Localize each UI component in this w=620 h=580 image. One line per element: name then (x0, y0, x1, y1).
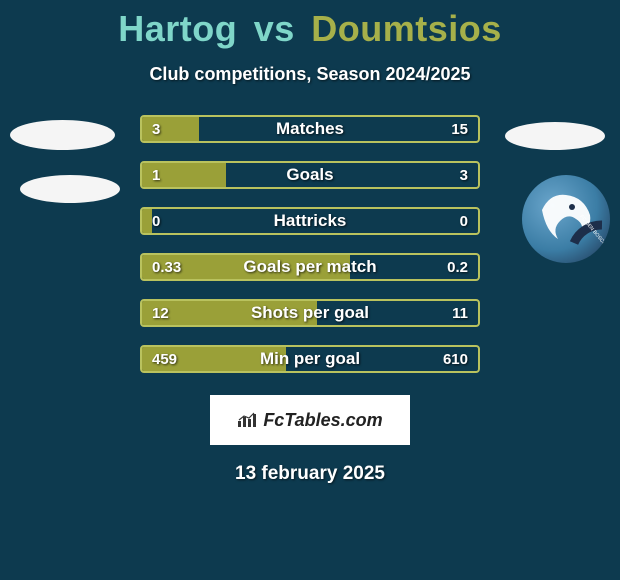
title-player2: Doumtsios (311, 8, 502, 49)
date-text: 13 february 2025 (0, 463, 620, 485)
bar-value-left: 1 (152, 163, 160, 187)
den-bosch-crest-icon: FC DEN BOSCH (522, 175, 610, 263)
bar-value-left: 0.33 (152, 255, 181, 279)
bar-stat-label: Goals (142, 163, 478, 187)
title-vs: vs (254, 8, 295, 49)
stat-bar-row: Hattricks0 0 (140, 207, 480, 235)
stat-bars: Matches315Goals13Hattricks00Goals per ma… (140, 115, 480, 373)
fctables-badge: FcTables.com (210, 395, 410, 445)
club-logo-right-top (505, 122, 605, 150)
bar-value-left: 3 (152, 117, 160, 141)
club-logo-right: FC DEN BOSCH (522, 175, 610, 263)
fctables-label: FcTables.com (263, 410, 382, 431)
stat-bar-row: Min per goal459 610 (140, 345, 480, 373)
bar-value-right: 3 (460, 163, 468, 187)
club-logo-left-2 (20, 175, 120, 203)
bar-value-right: 15 (451, 117, 468, 141)
bar-value-right: 11 (452, 301, 468, 325)
stat-bar-row: Shots per goal12 11 (140, 299, 480, 327)
bar-stat-label: Hattricks (142, 209, 478, 233)
bar-value-left: 12 (152, 301, 169, 325)
fctables-chart-icon (237, 412, 257, 428)
club-logo-left-1 (10, 120, 115, 150)
bar-value-left: 0 (152, 209, 160, 233)
stat-bar-row: Matches3 15 (140, 115, 480, 143)
bar-stat-label: Shots per goal (142, 301, 478, 325)
bar-stat-label: Matches (142, 117, 478, 141)
page-title: Hartog vs Doumtsios (0, 0, 620, 50)
title-player1: Hartog (118, 8, 237, 49)
subtitle: Club competitions, Season 2024/2025 (0, 64, 620, 85)
bar-value-right: 610 (443, 347, 468, 371)
bar-stat-label: Goals per match (142, 255, 478, 279)
bar-value-left: 459 (152, 347, 177, 371)
bar-stat-label: Min per goal (142, 347, 478, 371)
bar-value-right: 0 (460, 209, 468, 233)
stat-bar-row: Goals1 3 (140, 161, 480, 189)
stat-bar-row: Goals per match0.33 0.2 (140, 253, 480, 281)
bar-value-right: 0.2 (447, 255, 468, 279)
